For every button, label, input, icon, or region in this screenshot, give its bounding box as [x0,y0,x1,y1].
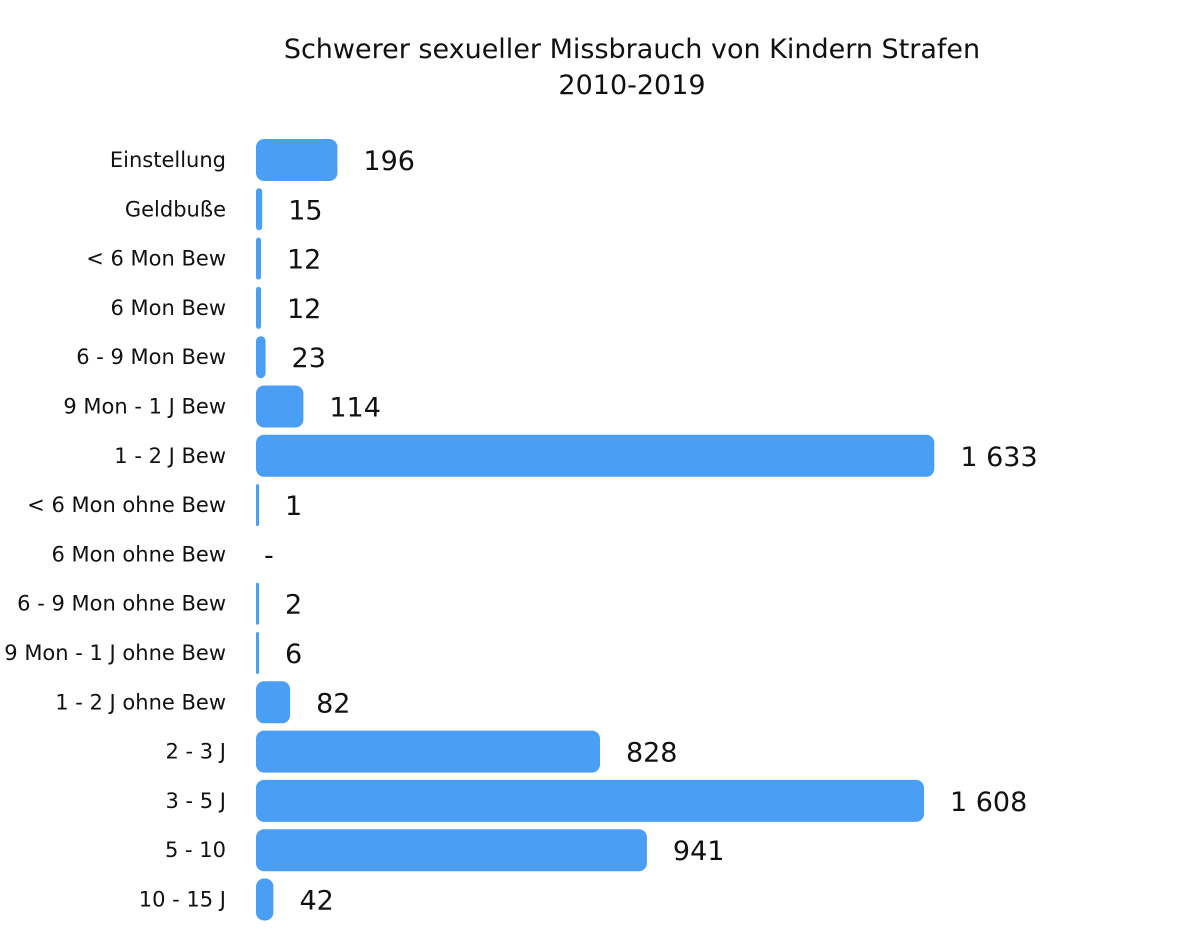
category-label: 5 - 10 [165,838,226,862]
bar [256,632,259,674]
value-label: 196 [363,146,415,177]
value-label: 1 633 [960,442,1037,473]
chart-title: Schwerer sexueller Missbrauch von Kinder… [283,34,981,65]
bar [256,188,263,231]
value-label: 12 [287,294,321,325]
value-label: 2 [285,590,302,621]
chart-subtitle: 2010-2019 [558,70,706,101]
value-label: - [264,540,274,571]
category-label: 10 - 15 J [139,888,226,912]
category-label: 6 - 9 Mon Bew [76,345,226,369]
value-label: 82 [316,688,350,719]
value-label: 23 [292,343,326,374]
bar [256,582,259,625]
bar [256,385,304,428]
category-label: 1 - 2 J ohne Bew [55,690,226,714]
value-label: 15 [288,195,322,226]
bar [256,878,274,921]
value-label: 1 [285,491,302,522]
value-label: 42 [299,886,333,917]
category-label: 6 - 9 Mon ohne Bew [17,592,226,616]
category-label: Geldbuße [125,197,226,221]
bar [256,139,338,181]
category-label: 2 - 3 J [165,740,226,764]
category-label: 6 Mon ohne Bew [51,542,226,566]
category-label: Einstellung [110,148,226,172]
bar [256,484,259,527]
bar [256,237,261,280]
category-label: 1 - 2 J Bew [114,444,226,468]
value-label: 12 [287,245,321,276]
category-label: 3 - 5 J [165,789,226,813]
bar [256,286,261,329]
category-label: 9 Mon - 1 J ohne Bew [4,641,226,665]
category-label: 9 Mon - 1 J Bew [63,395,226,419]
value-label: 1 608 [950,787,1027,818]
value-label: 828 [626,738,678,769]
value-label: 114 [329,393,381,424]
category-label: 6 Mon Bew [111,296,227,320]
value-label: 6 [285,639,302,670]
category-label: < 6 Mon Bew [86,247,226,271]
bar [256,681,291,724]
value-label: 941 [673,836,725,867]
bar [256,730,600,773]
category-label: < 6 Mon ohne Bew [27,493,226,517]
bar [256,829,647,872]
bar [256,434,935,477]
bar [256,779,924,822]
bar [256,336,266,379]
